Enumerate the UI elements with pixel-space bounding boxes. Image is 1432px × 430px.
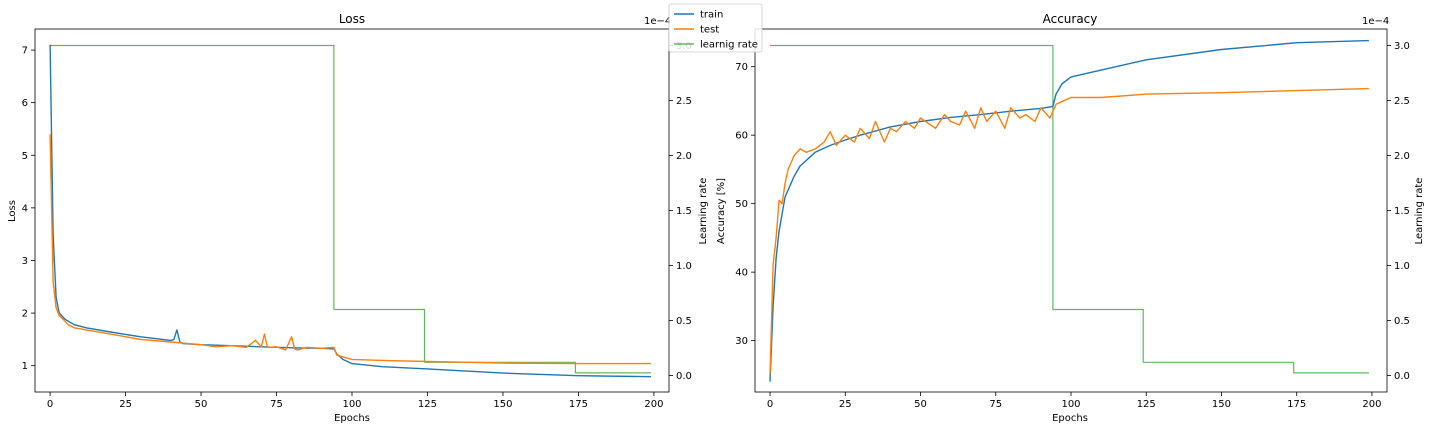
- accuracy-title: Accuracy: [1043, 12, 1098, 26]
- loss-xtick-label: 75: [270, 399, 283, 410]
- legend-box: [668, 3, 763, 53]
- loss-ytick-label: 1: [22, 361, 28, 372]
- loss-y2tick-label: 0.0: [676, 371, 692, 382]
- accuracy-ytick-label: 30: [735, 336, 748, 347]
- accuracy-y2label: Learning rate: [1414, 178, 1425, 245]
- loss-y2tick-label: 1.0: [676, 261, 692, 272]
- loss-ytick-label: 2: [22, 309, 28, 320]
- accuracy-train-line: [769, 39, 1369, 382]
- loss-panel: Loss 0 25 50 75 100 125 150 175 200 1 2 3 4 5 6 7 0.0 0.5…: [7, 12, 709, 424]
- accuracy-xtick-label: 150: [1212, 399, 1231, 410]
- loss-xtick-label: 100: [342, 399, 361, 410]
- accuracy-ytick-label: 50: [735, 199, 748, 210]
- accuracy-y2-offset-label: 1e−4: [1362, 16, 1389, 27]
- accuracy-y2tick-label: 0.0: [1394, 371, 1410, 382]
- loss-y2tick-label: 2.5: [676, 96, 692, 107]
- accuracy-xtick-label: 0: [767, 399, 773, 410]
- accuracy-ytick-label: 70: [735, 62, 748, 73]
- loss-learnig-rate-line: [50, 44, 651, 374]
- accuracy-y2tick-label: 2.5: [1394, 96, 1410, 107]
- loss-xtick-label: 200: [644, 399, 663, 410]
- loss-y2tick-label: 0.5: [676, 316, 692, 327]
- accuracy-xtick-label: 25: [839, 399, 852, 410]
- accuracy-xlabel: Epochs: [1052, 413, 1088, 424]
- legend-label-learnig-rate: learnig rate: [700, 40, 758, 51]
- accuracy-ytick-label: 40: [735, 268, 748, 279]
- loss-xlabel: Epochs: [334, 413, 370, 424]
- loss-y2tick-label: 1.5: [676, 206, 692, 217]
- loss-ytick-label: 6: [22, 98, 28, 109]
- legend-label-test: test: [700, 25, 719, 36]
- loss-xtick-label: 150: [493, 399, 512, 410]
- loss-y2label: Learning rate: [698, 178, 709, 245]
- accuracy-axes-ticks: 0 25 50 75 100 125 150 175 200 30 40 50 60 70 0.0 0.5 1.…: [735, 41, 1410, 410]
- loss-y2-offset-label: 1e−4: [644, 16, 671, 27]
- accuracy-ytick-label: 60: [735, 131, 748, 142]
- accuracy-xtick-label: 50: [914, 399, 927, 410]
- loss-xtick-label: 175: [569, 399, 588, 410]
- loss-xtick-label: 0: [47, 399, 53, 410]
- accuracy-xtick-label: 100: [1061, 399, 1080, 410]
- accuracy-y2tick-label: 0.5: [1394, 316, 1410, 327]
- accuracy-xtick-label: 175: [1287, 399, 1306, 410]
- loss-xtick-label: 25: [119, 399, 132, 410]
- accuracy-plot-series: [769, 39, 1369, 382]
- accuracy-xtick-label: 125: [1137, 399, 1156, 410]
- loss-test-line: [49, 134, 651, 365]
- accuracy-test-line: [769, 87, 1369, 375]
- loss-ytick-label: 7: [22, 46, 28, 57]
- accuracy-ylabel: Accuracy [%]: [716, 178, 727, 244]
- accuracy-xtick-label: 75: [989, 399, 1002, 410]
- loss-ylabel: Loss: [7, 200, 18, 222]
- accuracy-y2tick-label: 3.0: [1394, 41, 1410, 52]
- loss-ytick-label: 4: [22, 203, 28, 214]
- loss-xtick-label: 125: [418, 399, 437, 410]
- figure-legend: train test learnig rate: [668, 3, 763, 53]
- loss-plot-series: [49, 44, 651, 378]
- accuracy-learnig-rate-line: [770, 44, 1369, 374]
- accuracy-y2tick-label: 1.0: [1394, 261, 1410, 272]
- accuracy-y2tick-label: 1.5: [1394, 206, 1410, 217]
- loss-xtick-label: 50: [195, 399, 208, 410]
- accuracy-panel: Accuracy 0 25 50 75 100 125 150 175 200 30 40 50 60 7…: [716, 12, 1425, 424]
- accuracy-y2tick-label: 2.0: [1394, 151, 1410, 162]
- loss-y2tick-label: 2.0: [676, 151, 692, 162]
- accuracy-xtick-label: 200: [1362, 399, 1381, 410]
- loss-title: Loss: [339, 12, 365, 26]
- loss-ytick-label: 3: [22, 256, 28, 267]
- legend-label-train: train: [700, 10, 723, 21]
- loss-ytick-label: 5: [22, 151, 28, 162]
